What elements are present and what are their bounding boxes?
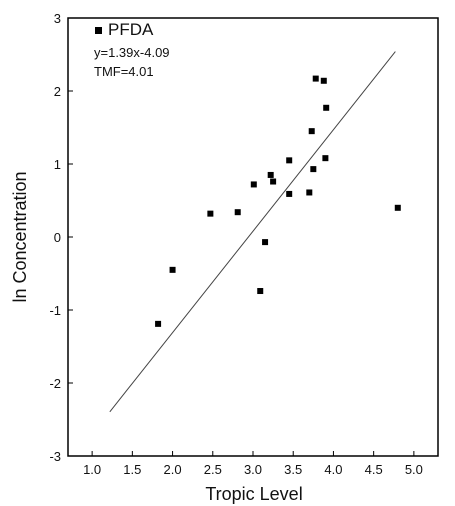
y-tick-label: 1 (54, 157, 61, 172)
data-point (286, 157, 293, 164)
tmf-value: TMF=4.01 (94, 64, 154, 79)
x-tick-label: 3.5 (284, 462, 302, 477)
y-tick-label: -1 (49, 303, 61, 318)
data-point (320, 77, 327, 84)
y-tick-label: -3 (49, 449, 61, 464)
plot-frame (67, 17, 439, 457)
data-point (306, 189, 313, 196)
y-tick-label: 3 (54, 11, 61, 26)
data-point (257, 288, 264, 295)
legend-label: PFDA (108, 20, 154, 39)
data-point (169, 266, 176, 273)
data-point (234, 209, 241, 216)
y-tick-label: -2 (49, 376, 61, 391)
data-point (394, 204, 401, 211)
data-point (262, 239, 269, 246)
x-tick-label: 2.5 (204, 462, 222, 477)
fit-equation: y=1.39x-4.09 (94, 45, 170, 60)
y-axis-ticks: -3 -2 -1 0 1 2 3 (49, 11, 73, 464)
data-points (155, 75, 401, 327)
x-axis-ticks: 1.0 1.5 2.0 2.5 3.0 3.5 4.0 4.5 5.0 (83, 451, 423, 477)
regression-line (109, 51, 396, 413)
data-point (270, 178, 277, 185)
x-axis-title: Tropic Level (205, 484, 302, 504)
data-point (267, 171, 274, 178)
y-tick-label: 0 (54, 230, 61, 245)
fit-line-layer (109, 51, 396, 413)
data-point (250, 181, 257, 188)
data-point (322, 155, 329, 162)
data-point (312, 75, 319, 82)
x-tick-label: 4.0 (324, 462, 342, 477)
x-tick-label: 2.0 (164, 462, 182, 477)
data-point (323, 104, 330, 111)
data-point (155, 320, 162, 327)
data-point (308, 128, 315, 135)
x-tick-label: 4.5 (365, 462, 383, 477)
x-tick-label: 5.0 (405, 462, 423, 477)
x-tick-label: 3.0 (244, 462, 262, 477)
legend-marker (95, 27, 102, 34)
data-point (286, 190, 293, 197)
data-point (310, 166, 317, 173)
x-tick-label: 1.0 (83, 462, 101, 477)
data-point (207, 210, 214, 217)
y-tick-label: 2 (54, 84, 61, 99)
x-tick-label: 1.5 (123, 462, 141, 477)
y-axis-title: ln Concentration (10, 171, 30, 302)
